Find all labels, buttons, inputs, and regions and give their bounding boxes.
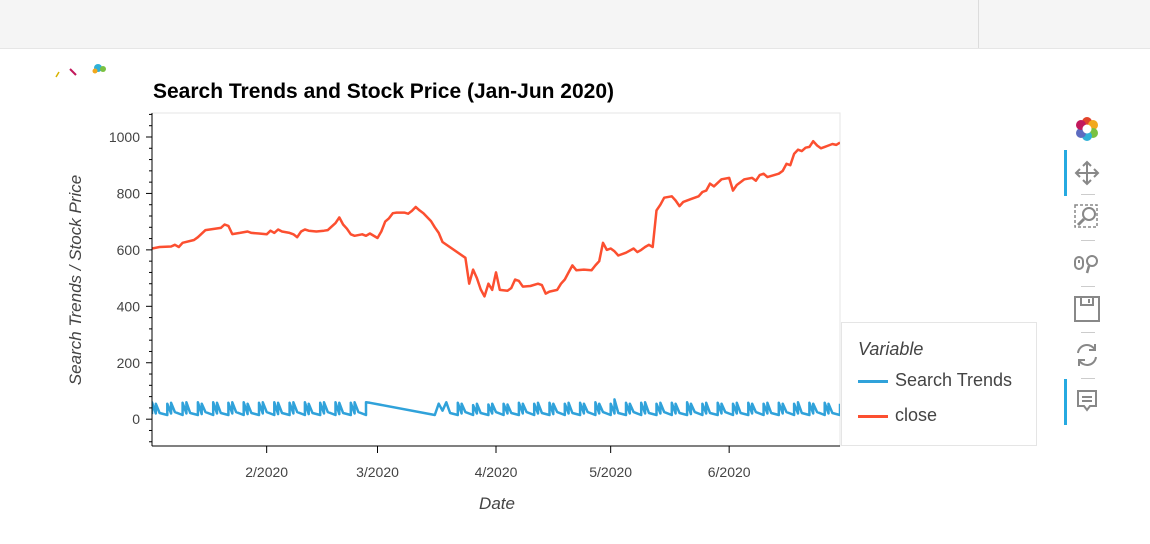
legend: Variable Search Trends close [841, 322, 1037, 446]
chart-title: Search Trends and Stock Price (Jan-Jun 2… [153, 80, 615, 103]
wheel-zoom-tool-icon[interactable] [1072, 248, 1102, 278]
pan-active-indicator [1064, 150, 1067, 196]
y-axis-label: Search Trends / Stock Price [66, 174, 85, 386]
y-tick-label: 200 [117, 355, 141, 371]
save-tool-icon[interactable] [1072, 294, 1102, 324]
axes-layer: 0 200 400 600 800 1000 2/2020 3/2020 4/2020 5/202… [109, 113, 840, 480]
series-line-close[interactable] [152, 139, 840, 298]
legend-swatch-close [858, 415, 888, 418]
x-axis-label: Date [479, 494, 515, 513]
x-tick-label: 2/2020 [245, 464, 288, 480]
hover-active-indicator [1064, 379, 1067, 425]
legend-title: Variable [858, 339, 924, 359]
top-bar [0, 0, 1150, 49]
y-tick-label: 400 [117, 298, 141, 314]
chart-toolbar [1064, 110, 1114, 430]
toolbar-separator [1081, 332, 1095, 333]
partial-logo-icon [50, 60, 114, 82]
toolbar-separator [1081, 194, 1095, 195]
series-line-search-trends[interactable] [152, 398, 840, 417]
x-tick-label: 4/2020 [475, 464, 518, 480]
plot-frame [151, 112, 841, 447]
x-tick-label: 5/2020 [589, 464, 632, 480]
y-tick-label: 800 [117, 185, 141, 201]
bokeh-logo-icon[interactable] [1072, 114, 1102, 144]
hover-tool-icon[interactable] [1072, 386, 1102, 416]
reset-tool-icon[interactable] [1072, 340, 1102, 370]
pan-tool-icon[interactable] [1072, 158, 1102, 188]
y-tick-label: 0 [132, 411, 140, 427]
x-tick-label: 3/2020 [356, 464, 399, 480]
legend-label-search-trends: Search Trends [895, 370, 1013, 390]
y-tick-label: 600 [117, 242, 141, 258]
toolbar-separator [1081, 378, 1095, 379]
toolbar-separator [1081, 286, 1095, 287]
legend-swatch-search-trends [858, 380, 888, 383]
series-layer [151, 112, 841, 447]
top-bar-divider [978, 0, 979, 48]
y-tick-label: 1000 [109, 129, 140, 145]
box-zoom-tool-icon[interactable] [1072, 202, 1102, 232]
x-tick-label: 6/2020 [708, 464, 751, 480]
legend-label-close: close [895, 405, 938, 425]
toolbar-separator [1081, 240, 1095, 241]
